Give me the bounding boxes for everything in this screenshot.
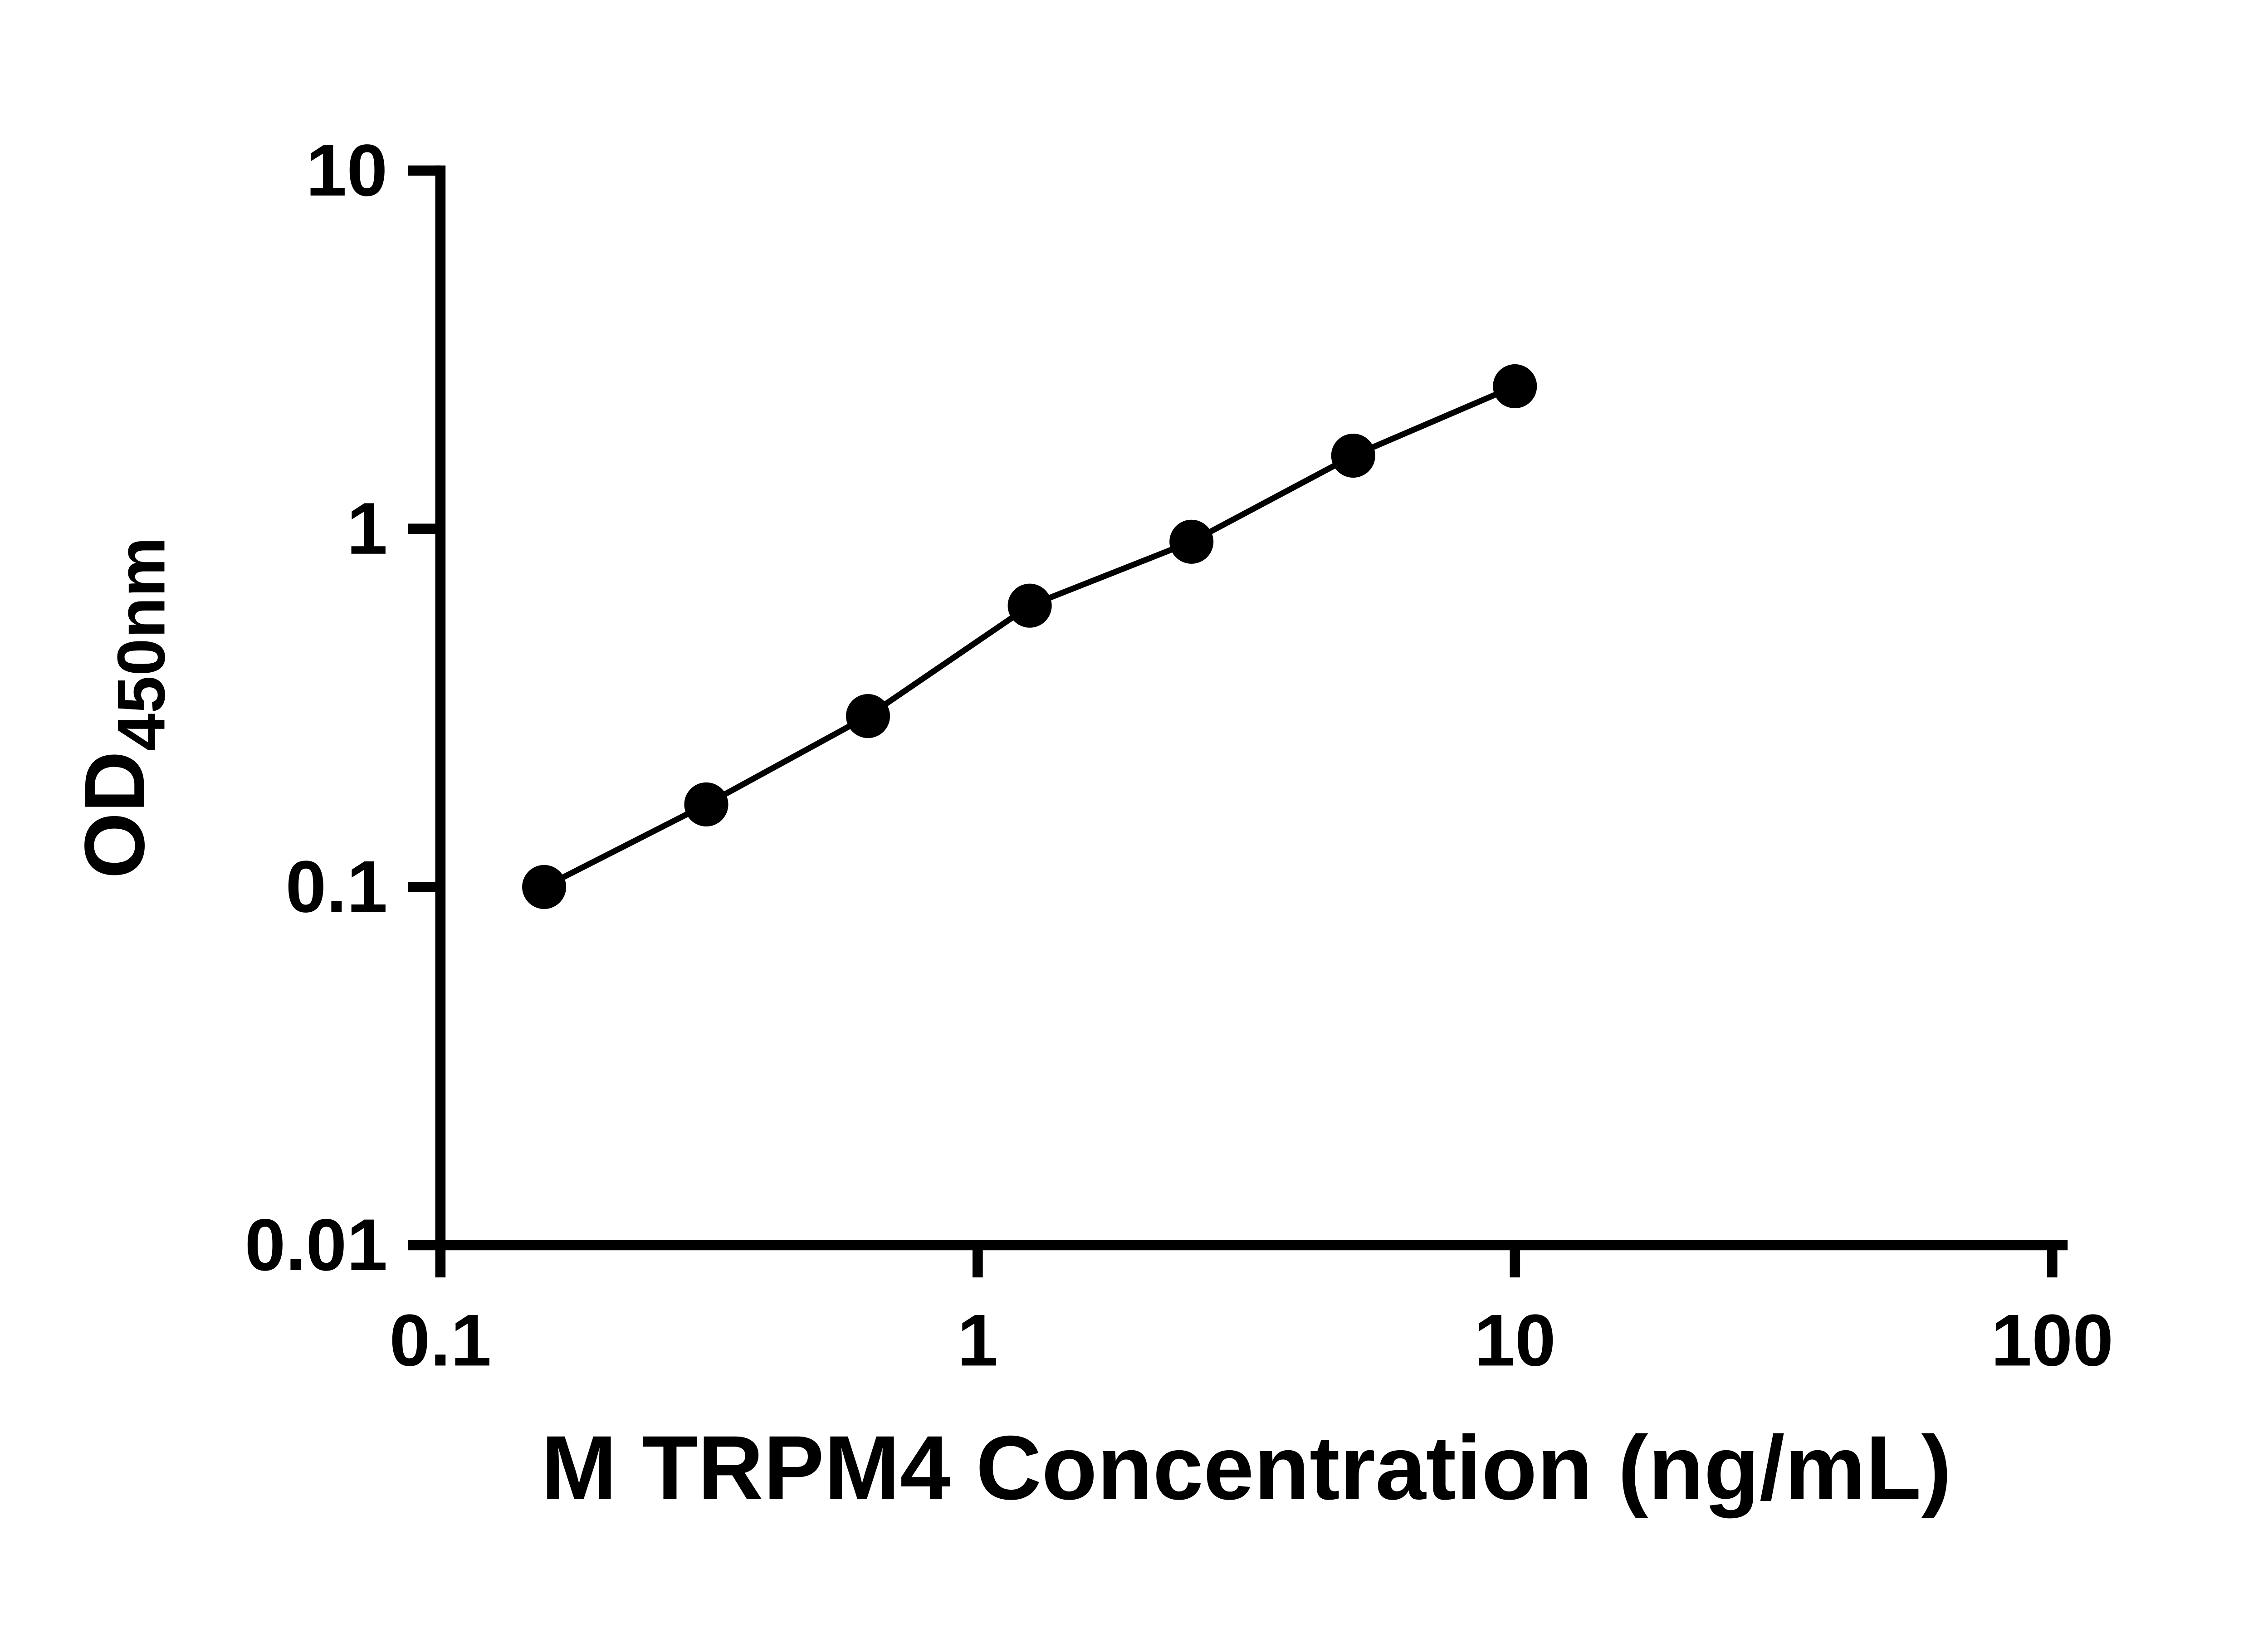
y-axis-title-main: OD xyxy=(67,751,162,879)
axes xyxy=(435,165,2068,1251)
x-axis-title: M TRPM4 Concentration (ng/mL) xyxy=(541,1417,1952,1519)
y-tick-label: 1 xyxy=(347,488,387,570)
data-point xyxy=(1169,519,1214,564)
y-tick-label: 0.01 xyxy=(244,1204,387,1286)
y-axis-title-sub: 450nm xyxy=(103,537,179,751)
y-tick-label: 10 xyxy=(306,130,387,211)
y-axis-title: OD450nm xyxy=(67,537,179,879)
y-tick-label: 0.1 xyxy=(285,846,387,928)
x-tick-label: 1 xyxy=(957,1300,998,1381)
x-tick-label: 10 xyxy=(1474,1300,1556,1381)
data-point xyxy=(1007,583,1052,628)
x-tick-label: 100 xyxy=(1991,1300,2113,1381)
data-point xyxy=(684,782,728,826)
data-point xyxy=(522,865,567,909)
data-point xyxy=(1493,364,1537,409)
data-point xyxy=(846,694,890,738)
x-tick-label: 0.1 xyxy=(389,1300,491,1381)
data-point xyxy=(1331,433,1375,478)
